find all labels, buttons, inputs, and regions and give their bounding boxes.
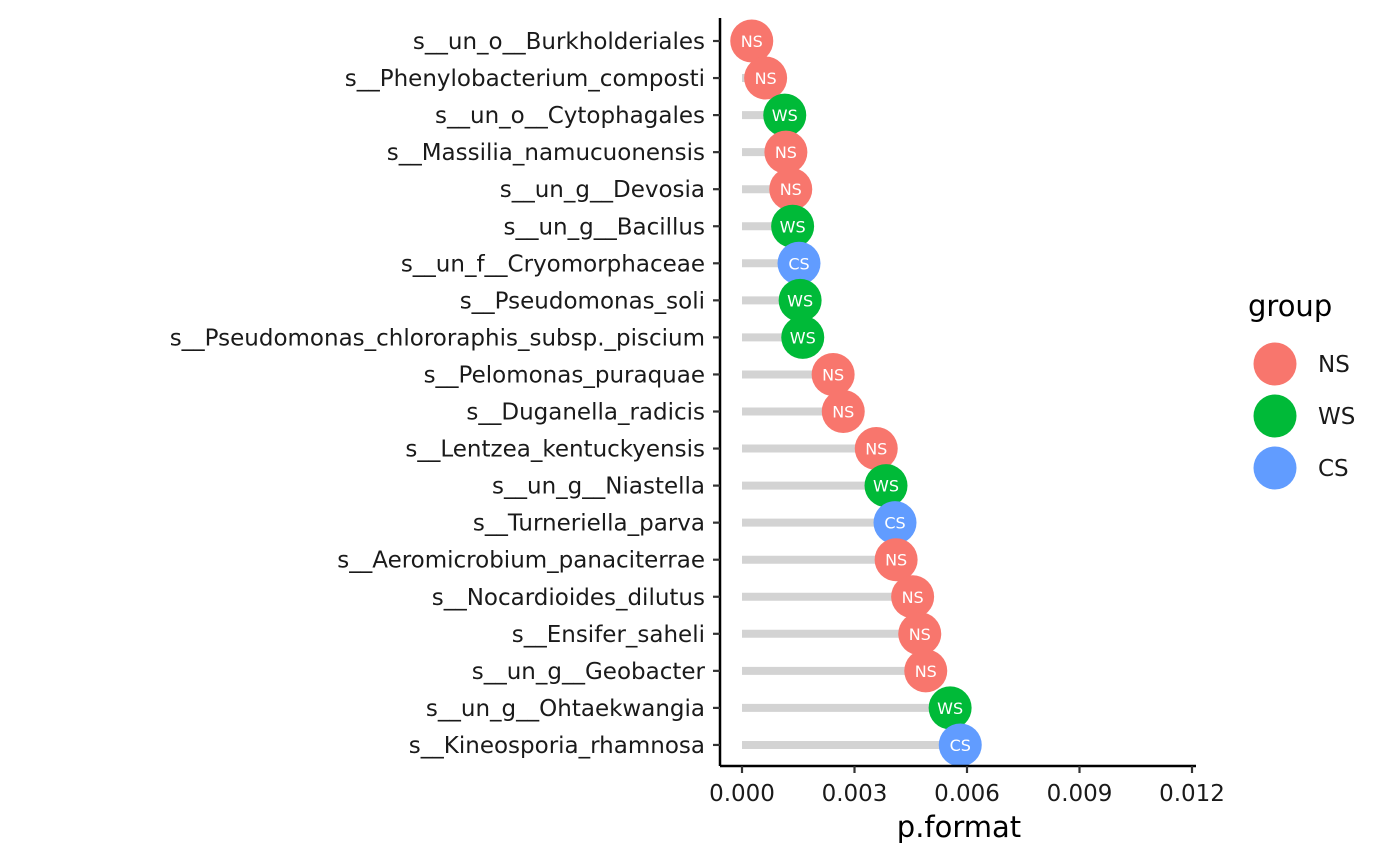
point-12: [854, 427, 898, 471]
x-tick-label-2: 0.003: [822, 781, 888, 807]
category-label-17: s__Ensifer_saheli: [512, 622, 705, 648]
point-1: [730, 19, 774, 63]
category-label-9: s__Pseudomonas_chlororaphis_subsp._pisci…: [170, 325, 705, 351]
legend-key-ns: [1253, 342, 1297, 386]
point-2: [744, 56, 788, 100]
x-axis-title: p.format: [897, 810, 1021, 844]
stems-layer: [742, 37, 961, 749]
legend: group NS WS CS: [1248, 289, 1355, 490]
legend-label-ns: NS: [1318, 352, 1350, 378]
category-label-14: s__Turneriella_parva: [473, 511, 705, 537]
point-label-12: NS: [865, 440, 887, 459]
y-axis-ticks: [713, 39, 720, 747]
category-label-12: s__Lentzea_kentuckyensis: [405, 437, 705, 463]
point-8: [778, 278, 822, 322]
x-tick-label-5: 0.012: [1159, 781, 1225, 807]
category-label-4: s__Massilia_namucuonensis: [387, 140, 705, 166]
point-label-9: WS: [790, 328, 816, 347]
point-label-13: WS: [873, 477, 899, 496]
point-9: [781, 315, 825, 359]
point-label-11: NS: [832, 403, 854, 422]
point-10: [811, 352, 855, 396]
point-label-17: NS: [909, 625, 931, 644]
point-16: [891, 575, 935, 619]
point-20: [938, 723, 982, 767]
point-label-5: NS: [780, 180, 802, 199]
category-label-5: s__un_g__Devosia: [500, 177, 705, 203]
legend-title: group: [1248, 289, 1332, 323]
point-4: [764, 130, 808, 174]
point-13: [864, 464, 908, 508]
category-label-7: s__un_f__Cryomorphaceae: [401, 251, 705, 277]
category-label-13: s__un_g__Niastella: [492, 474, 705, 500]
point-label-1: NS: [741, 32, 763, 51]
legend-label-ws: WS: [1318, 404, 1355, 430]
category-labels: s__un_o__Burkholderiales s__Phenylobacter…: [170, 29, 706, 759]
category-label-10: s__Pelomonas_puraquae: [424, 362, 705, 388]
category-label-2: s__Phenylobacterium_composti: [345, 66, 705, 92]
point-label-6: WS: [780, 217, 806, 236]
category-label-6: s__un_g__Bacillus: [504, 214, 706, 240]
point-label-4: NS: [775, 143, 797, 162]
point-18: [904, 649, 948, 693]
point-5: [769, 167, 813, 211]
legend-key-ws: [1253, 394, 1297, 438]
point-14: [873, 501, 917, 545]
point-label-16: NS: [902, 588, 924, 607]
point-label-15: NS: [885, 551, 907, 570]
legend-key-cs: [1253, 446, 1297, 490]
point-17: [898, 612, 942, 656]
point-label-3: WS: [772, 106, 798, 125]
point-6: [771, 204, 815, 248]
point-15: [874, 538, 918, 582]
point-label-2: NS: [755, 69, 777, 88]
point-7: [777, 241, 821, 285]
point-19: [928, 686, 972, 730]
point-label-10: NS: [822, 365, 844, 384]
point-label-7: CS: [788, 254, 809, 273]
x-tick-label-1: 0.000: [709, 781, 775, 807]
category-label-16: s__Nocardioides_dilutus: [432, 585, 705, 611]
legend-entries: NS WS CS: [1253, 342, 1355, 490]
x-axis-ticks: 0.000 0.003 0.006 0.009 0.012: [709, 766, 1225, 807]
point-label-14: CS: [884, 514, 905, 533]
category-label-18: s__un_g__Geobacter: [472, 659, 706, 685]
point-11: [821, 390, 865, 433]
point-label-19: WS: [937, 699, 963, 718]
category-label-3: s__un_o__Cytophagales: [435, 103, 705, 129]
point-label-18: NS: [915, 662, 937, 681]
category-label-1: s__un_o__Burkholderiales: [413, 29, 705, 55]
legend-label-cs: CS: [1318, 456, 1349, 482]
category-label-8: s__Pseudomonas_soli: [460, 288, 705, 314]
x-tick-label-3: 0.006: [934, 781, 1000, 807]
category-label-11: s__Duganella_radicis: [466, 400, 705, 426]
point-label-8: WS: [787, 291, 813, 310]
category-label-19: s__un_g__Ohtaekwangia: [426, 696, 705, 722]
x-tick-label-4: 0.009: [1047, 781, 1113, 807]
category-label-15: s__Aeromicrobium_panaciterrae: [337, 548, 705, 574]
point-3: [763, 93, 807, 137]
category-label-20: s__Kineosporia_rhamnosa: [409, 733, 705, 759]
point-label-20: CS: [950, 736, 971, 755]
